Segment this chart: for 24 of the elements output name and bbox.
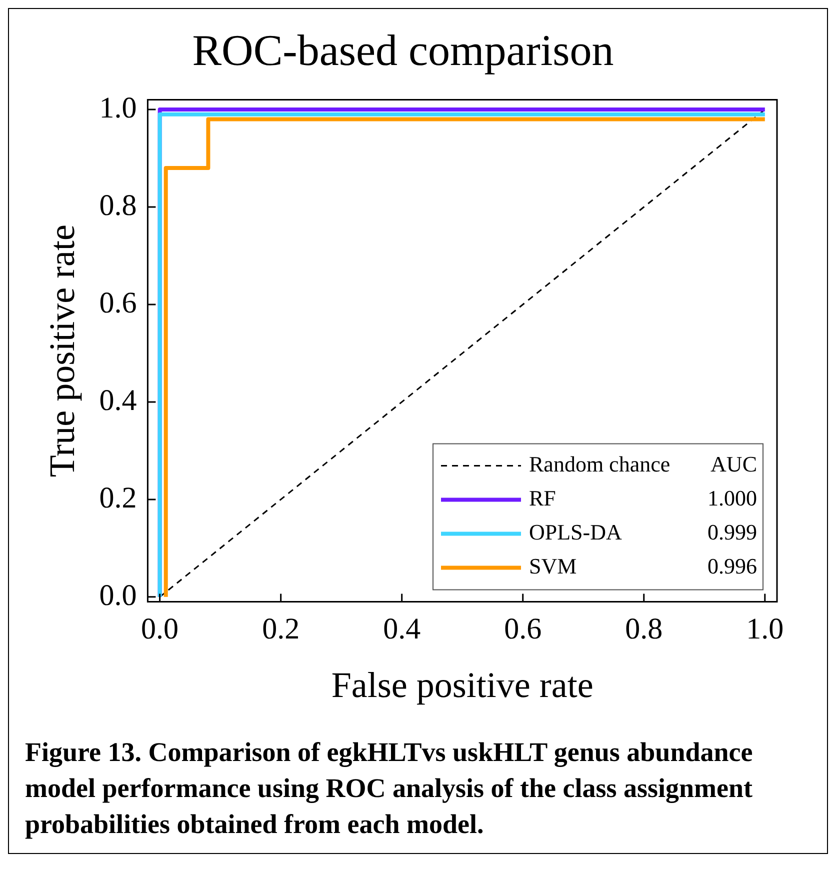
legend-label: RF <box>529 486 556 511</box>
annotation: 1.000 <box>708 486 757 511</box>
legend-label: OPLS-DA <box>529 520 622 545</box>
x-tick-label: 0.6 <box>504 612 542 646</box>
x-tick-label: 0.0 <box>141 612 179 646</box>
annotation: AUC <box>710 452 757 477</box>
y-tick-label: 0.6 <box>99 286 137 320</box>
y-tick-label: 0.2 <box>99 481 137 514</box>
y-tick-label: 1.0 <box>99 91 137 124</box>
annotation: 0.999 <box>708 520 757 545</box>
y-tick-label: 0.8 <box>99 188 137 222</box>
x-axis-title: False positive rate <box>331 664 594 705</box>
x-tick-label: 0.8 <box>625 612 663 646</box>
chart-title: ROC-based comparison <box>192 26 614 75</box>
legend-label: Random chance <box>529 452 670 477</box>
y-axis-title: True positive rate <box>42 224 82 478</box>
annotation: 0.996 <box>708 554 757 579</box>
x-tick-label: 0.4 <box>383 612 421 646</box>
y-tick-label: 0.4 <box>99 384 137 417</box>
x-tick-label: 0.2 <box>262 612 300 646</box>
caption: Figure 13. Comparison of egkHLTvs uskHLT genus abundance model performance using ROC analysis of the class assignment probabilities obtained from each model. <box>24 736 754 841</box>
legend-label: SVM <box>529 554 577 579</box>
y-tick-label: 0.0 <box>99 578 137 612</box>
x-tick-label: 1.0 <box>746 612 784 646</box>
